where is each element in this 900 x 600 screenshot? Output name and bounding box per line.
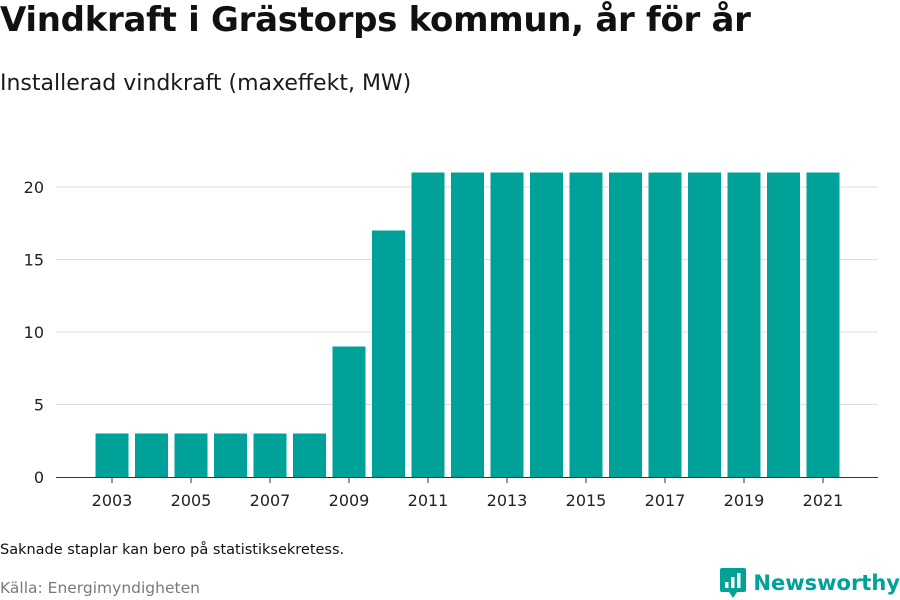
bar-2009: [332, 346, 366, 477]
brand-logo[interactable]: Newsworthy: [718, 566, 900, 600]
y-tick-label-5: 5: [34, 396, 44, 415]
y-tick-label-20: 20: [24, 178, 44, 197]
y-tick-label-15: 15: [24, 251, 44, 270]
newsworthy-logo-icon: [720, 568, 747, 598]
x-tick-label-2019: 2019: [724, 491, 765, 510]
y-tick-label-10: 10: [24, 323, 44, 342]
bar-2015: [569, 172, 603, 477]
x-tick-label-2007: 2007: [250, 491, 291, 510]
footnote: Saknade staplar kan bero på statistiksek…: [0, 542, 345, 558]
bar-2013: [490, 172, 524, 477]
bar-2007: [253, 433, 287, 477]
bar-2020: [767, 172, 800, 477]
x-tick-label-2013: 2013: [487, 491, 528, 510]
x-tick-label-2011: 2011: [408, 491, 449, 510]
bar-2010: [372, 230, 405, 477]
x-tick-label-2021: 2021: [803, 491, 844, 510]
x-tick-label-2009: 2009: [329, 491, 370, 510]
brand-name: Newsworthy: [753, 571, 900, 595]
x-tick-label-2005: 2005: [171, 491, 212, 510]
bars: [95, 172, 840, 477]
bar-2018: [688, 172, 721, 477]
x-tick-label-2003: 2003: [92, 491, 133, 510]
x-tick-label-2015: 2015: [566, 491, 607, 510]
bar-2004: [135, 433, 168, 477]
bar-2014: [530, 172, 563, 477]
bar-2017: [648, 172, 682, 477]
bar-2016: [609, 172, 642, 477]
bar-2021: [806, 172, 840, 477]
x-tick-label-2017: 2017: [645, 491, 686, 510]
y-tick-label-0: 0: [34, 468, 44, 487]
bar-2005: [174, 433, 208, 477]
bar-2003: [95, 433, 129, 477]
chart-title: Vindkraft i Grästorps kommun, år för år: [0, 0, 751, 40]
bar-2008: [293, 433, 326, 477]
source-label: Källa: Energimyndigheten: [0, 579, 200, 597]
bar-2006: [214, 433, 247, 477]
chart-subtitle: Installerad vindkraft (maxeffekt, MW): [0, 71, 412, 96]
axes: 0 5 10 15 20 2003 2005 2007 2009 2011 2013 2015 2017…: [24, 178, 878, 510]
bar-2012: [451, 172, 484, 477]
bar-2019: [727, 172, 761, 477]
bar-2011: [411, 172, 445, 477]
